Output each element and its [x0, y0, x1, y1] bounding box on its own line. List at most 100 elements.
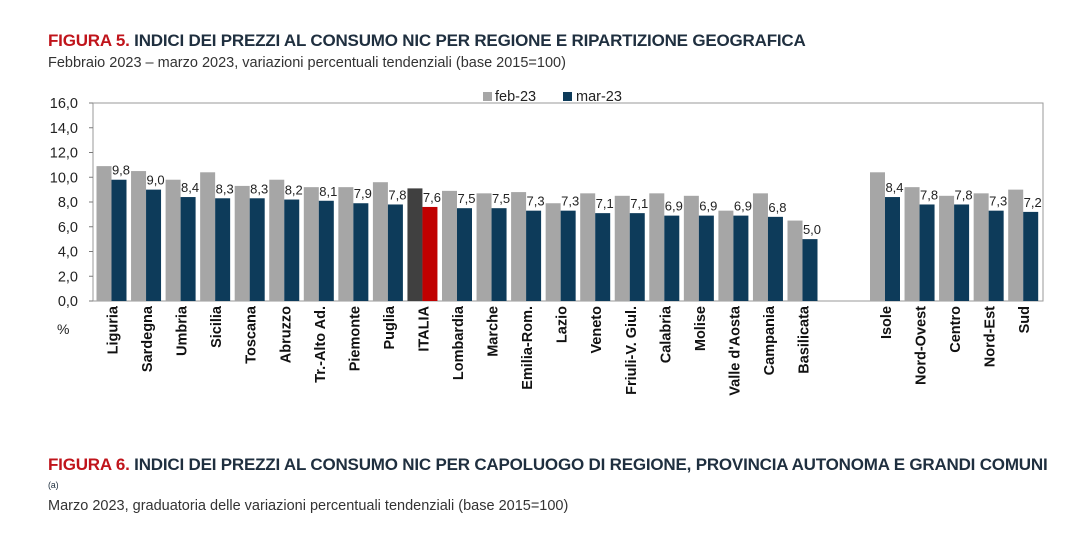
y-tick-label: 10,0 [50, 170, 78, 186]
bar-feb [269, 179, 285, 301]
y-axis-label: % [57, 321, 69, 337]
bar-mar [664, 215, 680, 301]
category-label: Veneto [589, 306, 605, 354]
data-label: 8,4 [885, 180, 903, 195]
data-label: 7,8 [955, 187, 973, 202]
bar-feb [787, 220, 803, 301]
y-tick-label: 12,0 [50, 146, 78, 162]
bar-mar [629, 213, 645, 301]
bar-feb [870, 172, 885, 301]
bar-mar [457, 208, 472, 301]
bar-mar [733, 215, 749, 301]
bar-mar [422, 206, 438, 301]
bar-feb [718, 210, 734, 301]
data-label: 7,3 [561, 194, 579, 209]
data-label: 8,2 [285, 183, 303, 198]
bar-feb [131, 171, 147, 301]
bar-mar [284, 199, 300, 301]
bar-mar [215, 198, 231, 301]
bar-feb [580, 193, 596, 301]
category-label: Abruzzo [278, 306, 294, 363]
y-tick-label: 6,0 [58, 220, 78, 236]
legend-label-feb: feb-23 [495, 89, 536, 105]
bar-feb [372, 182, 388, 301]
bar-mar [988, 210, 1004, 301]
bar-feb [407, 188, 423, 301]
y-tick-label: 4,0 [58, 245, 78, 261]
bar-mar [180, 197, 196, 301]
data-label: 7,5 [457, 191, 475, 206]
bar-feb [442, 190, 457, 301]
data-label: 6,9 [699, 199, 717, 214]
category-label: Nord-Est [983, 306, 999, 367]
bar-feb [165, 179, 181, 301]
figure6-subtitle: Marzo 2023, graduatoria delle variazioni… [48, 498, 569, 514]
bar-mar [1023, 211, 1039, 301]
y-tick-label: 8,0 [58, 195, 78, 211]
legend-label-mar: mar-23 [576, 89, 622, 105]
data-label: 8,1 [319, 184, 337, 199]
category-label: Friuli-V. Giul. [624, 306, 640, 395]
category-label: Lazio [555, 306, 571, 343]
category-label: Calabria [658, 305, 674, 363]
category-label: Sardegna [140, 305, 156, 372]
data-label: 7,1 [596, 196, 614, 211]
bar-feb [200, 172, 216, 301]
bar-mar [560, 210, 576, 301]
data-label: 9,0 [147, 173, 165, 188]
category-label: Sud [1017, 306, 1033, 333]
data-label: 9,8 [112, 163, 130, 178]
bar-chart: 0,0 2,0 4,0 6,0 8,0 10,0 12,0 14,0 16,0% 9,8 Ligur… [50, 89, 1044, 396]
category-label: Sicilia [209, 305, 225, 348]
y-tick-label: 14,0 [50, 121, 78, 137]
category-label: ITALIA [416, 305, 432, 351]
category-label: Emilia-Rom. [520, 306, 536, 390]
bar-mar [919, 204, 935, 301]
bar-feb [338, 187, 354, 301]
category-label: Liguria [106, 305, 122, 354]
bar-mar [111, 179, 127, 301]
data-label: 6,8 [768, 200, 786, 215]
y-tick-label: 2,0 [58, 269, 78, 285]
bar-feb [96, 166, 112, 301]
figure6-label: FIGURA 6. [48, 455, 130, 474]
bar-feb [511, 192, 527, 301]
category-label: Marche [486, 306, 502, 357]
bar-feb [234, 185, 250, 301]
data-label: 6,9 [734, 199, 752, 214]
bar-mar [802, 239, 818, 301]
data-label: 8,4 [181, 180, 199, 195]
data-label: 7,1 [630, 196, 648, 211]
bar-feb [476, 193, 492, 301]
category-label: Nord-Ovest [914, 306, 930, 385]
category-label: Basilicata [797, 305, 813, 374]
bar-mar [249, 198, 265, 301]
bar-mar [954, 204, 970, 301]
bar-feb [683, 195, 699, 301]
bar-feb [614, 195, 630, 301]
figure6-note: (a) [48, 480, 59, 490]
bar-feb [973, 193, 989, 301]
bar-mar [698, 215, 714, 301]
category-label: Tr.-Alto Ad. [313, 306, 329, 383]
figure5-label: FIGURA 5. [48, 31, 130, 50]
category-label: Molise [693, 306, 709, 351]
data-label: 8,3 [216, 181, 234, 196]
data-label: 7,2 [1024, 195, 1042, 210]
data-label: 7,9 [354, 186, 372, 201]
bar-mar [526, 210, 542, 301]
category-label: Valle d'Aosta [727, 305, 743, 396]
y-tick-label: 16,0 [50, 96, 78, 112]
data-label: 7,3 [527, 194, 545, 209]
category-label: Puglia [382, 305, 398, 349]
bar-feb [1008, 189, 1024, 301]
category-label: Isole [879, 306, 895, 339]
figure5-title: FIGURA 5. INDICI DEI PREZZI AL CONSUMO N… [48, 31, 806, 51]
bar-feb [939, 195, 955, 301]
figure6-title-text: INDICI DEI PREZZI AL CONSUMO NIC PER CAP… [134, 455, 1048, 474]
bar-mar [595, 213, 611, 301]
legend-swatch-mar [563, 92, 572, 101]
data-label: 7,6 [423, 190, 441, 205]
bar-feb [649, 193, 665, 301]
category-label: Toscana [244, 305, 260, 364]
